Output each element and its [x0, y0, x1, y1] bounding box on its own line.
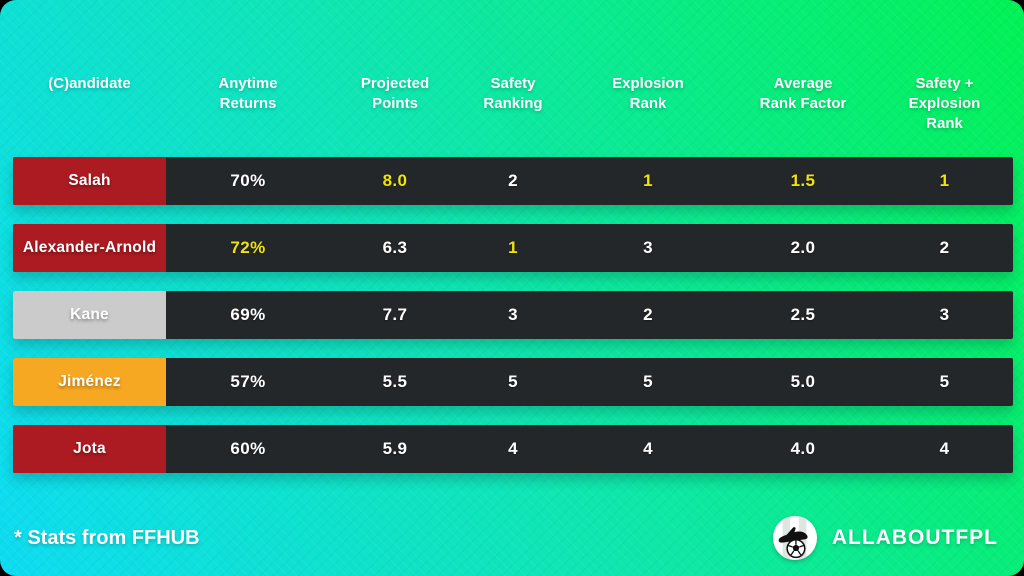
column-header-explosion-rank: Explosion Rank: [612, 75, 684, 112]
column-header-projected-points: Projected Points: [360, 75, 430, 112]
safety-plus-explosion-rank-value: 3: [939, 305, 950, 324]
column-header-anytime-returns: Anytime Returns: [218, 75, 278, 112]
average-rank-factor-value: 2.0: [790, 238, 816, 257]
average-rank-factor-value: 4.0: [790, 439, 816, 458]
safety-ranking-value: 2: [508, 171, 518, 190]
anytime-returns-value: 69%: [230, 305, 266, 324]
candidate-name-cell: Jota: [13, 425, 166, 473]
projected-points-value: 5.5: [382, 372, 408, 391]
table-row-salah: Salah 70% 8.0 2 1 1.5 1: [13, 157, 1013, 205]
safety-ranking-value: 3: [508, 305, 518, 324]
table-row-jota: Jota 60% 5.9 4 4 4.0 4: [13, 425, 1013, 473]
safety-ranking-value: 1: [508, 238, 518, 257]
anytime-returns-value: 70%: [230, 171, 266, 190]
table-body: Salah 70% 8.0 2 1 1.5 1 Alexander-Arnold…: [13, 157, 1013, 492]
table-row-jimenez: Jiménez 57% 5.5 5 5 5.0 5: [13, 358, 1013, 406]
column-header-candidate: (C)andidate: [48, 75, 131, 92]
candidate-name-cell: Alexander-Arnold: [13, 224, 166, 272]
safety-plus-explosion-rank-value: 2: [939, 238, 950, 257]
projected-points-value: 7.7: [382, 305, 408, 324]
safety-plus-explosion-rank-value: 5: [939, 372, 950, 391]
explosion-rank-value: 1: [643, 171, 653, 190]
explosion-rank-value: 4: [643, 439, 653, 458]
brand-name: ALLABOUTFPL: [831, 526, 998, 549]
candidate-name-cell: Kane: [13, 291, 166, 339]
anytime-returns-value: 57%: [230, 372, 266, 391]
brand-lockup: ALLABOUTFPL: [772, 515, 998, 561]
projected-points-value: 8.0: [382, 171, 408, 190]
candidate-name-cell: Jiménez: [13, 358, 166, 406]
table-row-alexander-arnold: Alexander-Arnold 72% 6.3 1 3 2.0 2: [13, 224, 1013, 272]
safety-ranking-value: 5: [508, 372, 518, 391]
table-row-kane: Kane 69% 7.7 3 2 2.5 3: [13, 291, 1013, 339]
table-header: (C)andidate Anytime Returns Projected Po…: [13, 74, 1013, 134]
average-rank-factor-value: 1.5: [790, 171, 816, 190]
average-rank-factor-value: 2.5: [790, 305, 816, 324]
anytime-returns-value: 60%: [230, 439, 266, 458]
candidate-name-cell: Salah: [13, 157, 166, 205]
projected-points-value: 5.9: [382, 439, 408, 458]
column-header-safety-ranking: Safety Ranking: [483, 75, 543, 112]
explosion-rank-value: 2: [643, 305, 653, 324]
explosion-rank-value: 3: [643, 238, 653, 257]
column-header-average-rank-factor: Average Rank Factor: [759, 75, 847, 112]
anytime-returns-value: 72%: [230, 238, 266, 257]
safety-ranking-value: 4: [508, 439, 518, 458]
stats-source-note: * Stats from FFHUB: [14, 526, 200, 549]
column-header-safety-plus-explosion-rank: Safety + Explosion Rank: [908, 75, 981, 132]
allaboutfpl-logo-icon: [772, 515, 817, 561]
safety-plus-explosion-rank-value: 1: [939, 171, 950, 190]
projected-points-value: 6.3: [382, 238, 408, 257]
safety-plus-explosion-rank-value: 4: [939, 439, 950, 458]
average-rank-factor-value: 5.0: [790, 372, 816, 391]
explosion-rank-value: 5: [643, 372, 653, 391]
footer: * Stats from FFHUB ALLABOUTFPL: [0, 512, 1024, 564]
